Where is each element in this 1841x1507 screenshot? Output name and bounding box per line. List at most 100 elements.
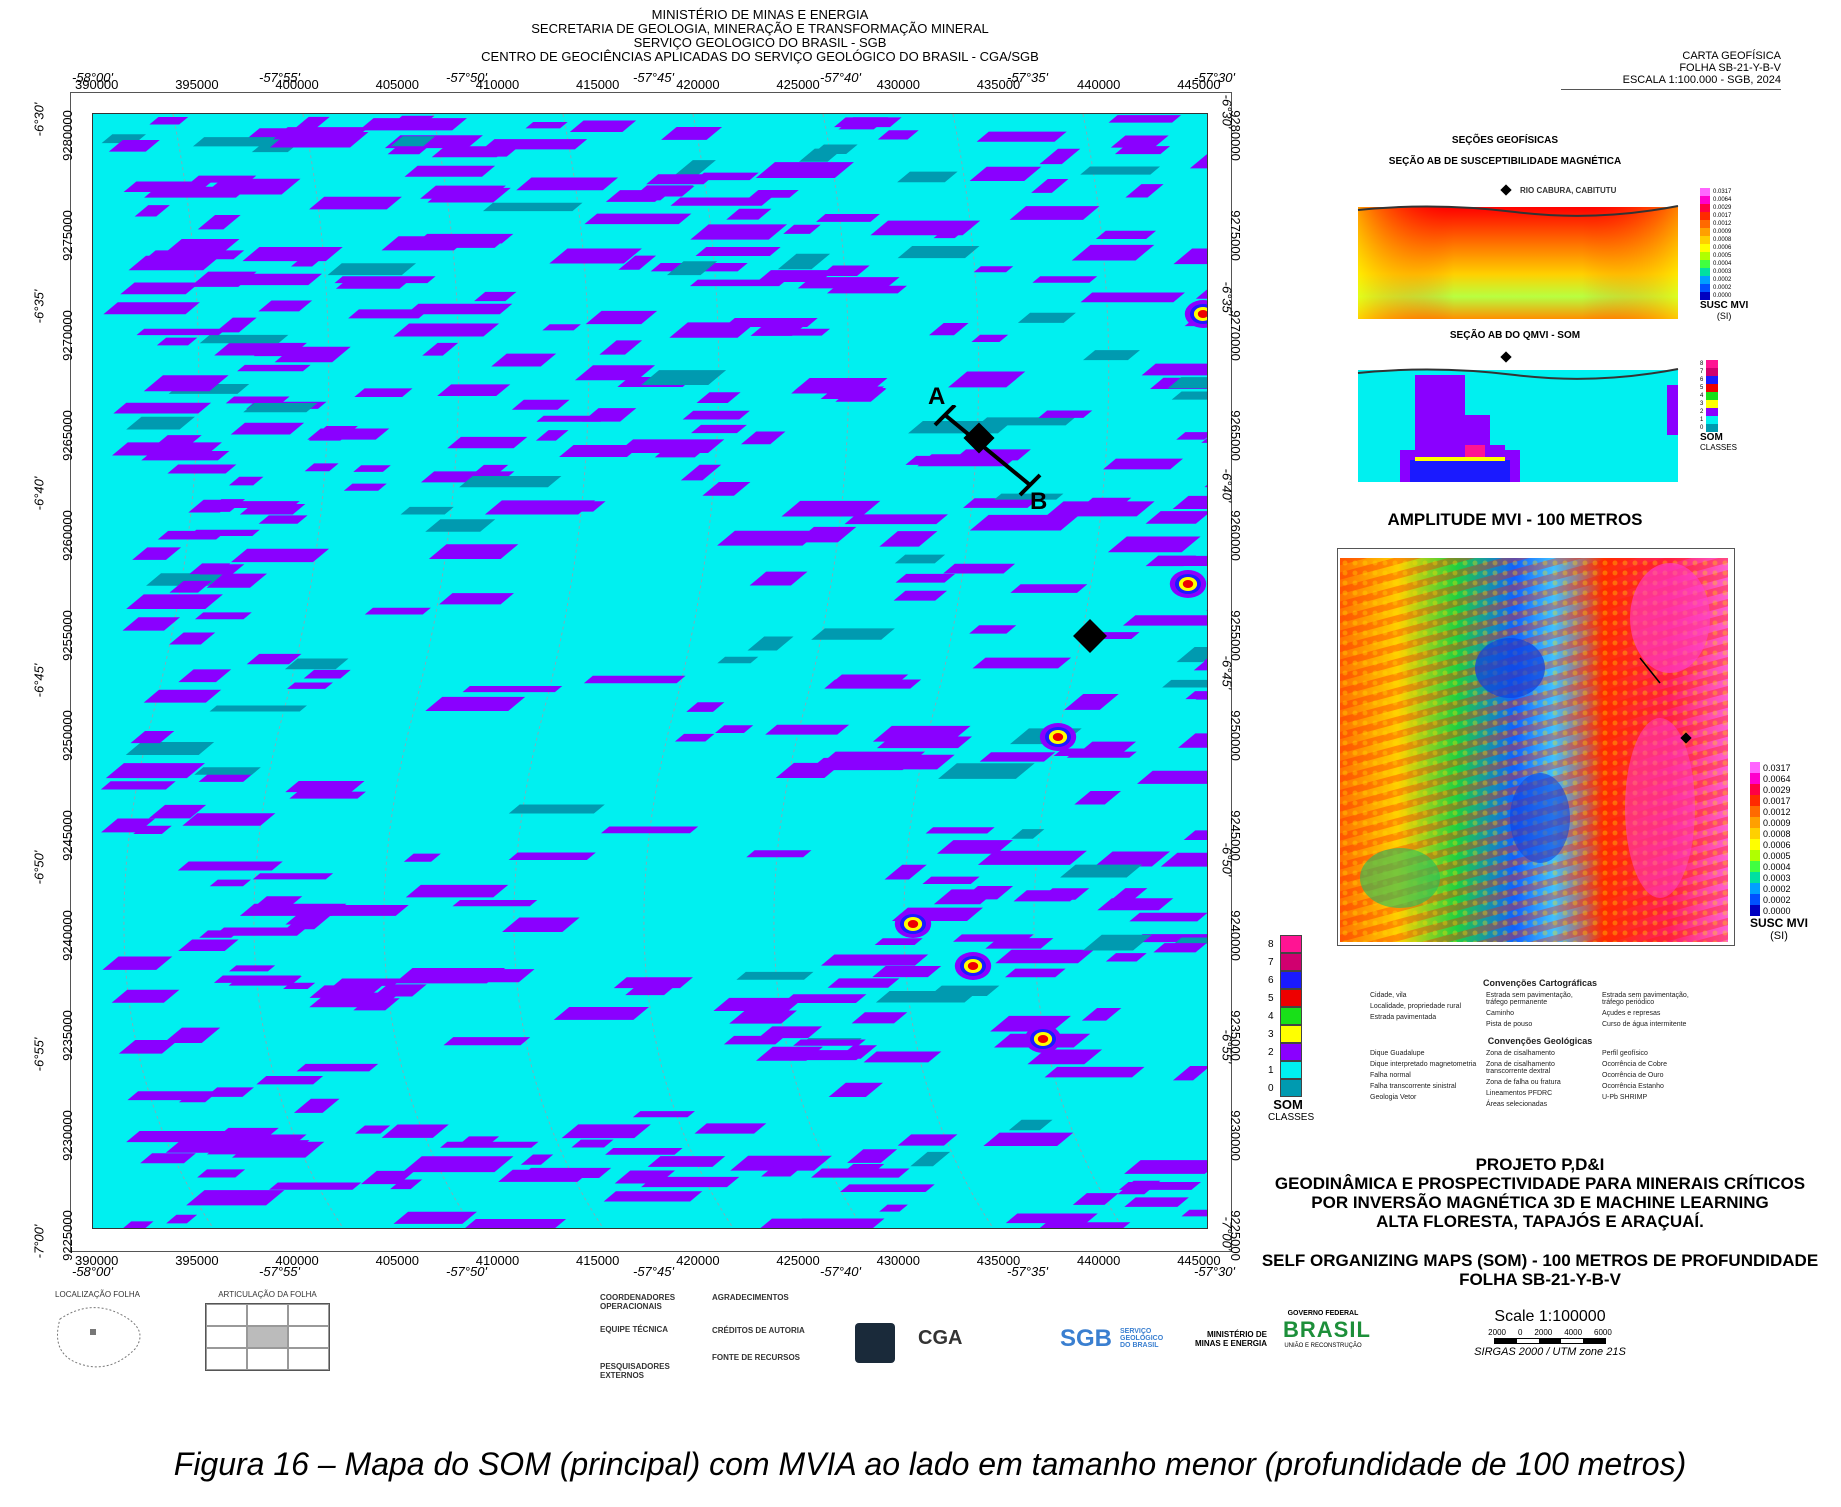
- som-class-patch: [793, 1039, 866, 1046]
- som-class-patch: [749, 571, 808, 586]
- som-class-patch: [272, 127, 369, 140]
- som-class-patch: [1183, 830, 1207, 841]
- x-tick-label: 440000: [1077, 77, 1121, 92]
- project-line: PROJETO P,D&I: [1475, 1155, 1605, 1174]
- som-small-legend-row: 4: [1700, 392, 1737, 400]
- sgb-logo-subtitle: SERVIÇO GEOLÓGICO DO BRASIL: [1120, 1328, 1164, 1349]
- som-class-patch: [646, 174, 716, 185]
- crs-text: SIRGAS 2000 / UTM zone 21S: [1474, 1346, 1626, 1358]
- color-scale-label: 0.0012: [1713, 221, 1732, 227]
- som-class-patch: [574, 365, 656, 381]
- som-class-patch: [122, 617, 181, 631]
- som-class-patch: [102, 956, 173, 970]
- som-class-patch: [182, 813, 276, 826]
- convention-item: Pista de pouso: [1486, 1021, 1533, 1028]
- som-class-patch: [781, 500, 881, 517]
- som-class-patch: [1204, 484, 1207, 488]
- amplitude-map[interactable]: [1340, 558, 1728, 942]
- som-class-patch: [335, 277, 414, 289]
- lat-tick-label: -6°55': [1219, 1029, 1235, 1064]
- figure-caption: Figura 16 – Mapa do SOM (principal) com …: [173, 1446, 1687, 1482]
- y-tick-label: 9275000: [1227, 210, 1243, 261]
- profile-line: [933, 405, 1042, 497]
- som-class-patch: [228, 976, 302, 986]
- x-tick-label: 395000: [175, 77, 219, 92]
- som-class-patch: [740, 431, 786, 445]
- som-class-patch: [456, 1136, 500, 1147]
- x-tick-label: 425000: [776, 77, 820, 92]
- som-class-patch: [229, 965, 276, 972]
- lon-tick-label: -58°00': [72, 1264, 113, 1279]
- som-small-legend-swatch: [1706, 384, 1719, 392]
- som-legend-title: SOM: [1273, 1097, 1303, 1112]
- som-class-patch: [234, 273, 323, 286]
- som-class-patch: [605, 1148, 683, 1155]
- som-class-patch: [1083, 350, 1140, 361]
- som-class-patch: [1105, 953, 1147, 962]
- som-map[interactable]: [92, 113, 1208, 1229]
- som-class-patch: [443, 1037, 531, 1046]
- som-class-patch: [910, 1151, 951, 1167]
- color-scale-label: 0.0004: [1763, 861, 1791, 872]
- color-scale-swatch: [1750, 795, 1760, 806]
- som-class-patch: [797, 277, 900, 289]
- som-class-patch: [1122, 615, 1207, 626]
- color-scale-label: 0.0008: [1763, 828, 1791, 839]
- convention-item: Localidade, propriedade rural: [1370, 1003, 1462, 1010]
- color-scale-row: 0.0002: [1750, 883, 1808, 894]
- som-class-patch: [1172, 495, 1207, 510]
- convention-item: Lineamentos PFDRC: [1486, 1089, 1553, 1097]
- som-class-patch: [1178, 733, 1207, 748]
- som-class-patch: [126, 594, 223, 609]
- som-class-patch: [536, 415, 608, 422]
- lon-tick-label: -57°50': [446, 70, 487, 85]
- mag-scale-label: SUSC MVI: [1700, 300, 1749, 311]
- convention-item: Falha transcorrente sinistral: [1370, 1082, 1457, 1090]
- header-line: SECRETARIA DE GEOLOGIA, MINERAÇÃO E TRAN…: [531, 21, 989, 36]
- som-class-patch: [834, 117, 902, 128]
- som-class-patch: [105, 763, 205, 779]
- som-class-patch: [146, 573, 233, 586]
- sections-title: SEÇÕES GEOFÍSICAS: [1451, 135, 1559, 146]
- som-class-patch: [599, 340, 643, 355]
- som-class-patch: [872, 725, 971, 742]
- color-scale-row: 0.0008: [1700, 236, 1748, 244]
- x-tick-label: 445000: [1177, 1253, 1221, 1268]
- color-scale-label: 0.0006: [1763, 839, 1791, 850]
- som-class-patch: [1174, 937, 1207, 944]
- som-class-patch: [422, 342, 459, 356]
- color-scale-label: 0.0009: [1763, 817, 1791, 828]
- som-class-patch: [755, 162, 854, 179]
- color-scale-swatch: [1700, 284, 1710, 292]
- som-class-patch: [402, 1156, 514, 1173]
- som-class-patch: [1080, 292, 1185, 303]
- articulation-grid: [205, 1303, 330, 1371]
- color-scale-label: 0.0009: [1713, 229, 1732, 235]
- y-tick-label: 9270000: [59, 310, 75, 361]
- som-class-patch: [897, 171, 958, 183]
- y-tick-label: 9260000: [59, 510, 75, 561]
- som-class-patch: [144, 250, 245, 260]
- color-scale-swatch: [1750, 905, 1760, 916]
- som-class-patch: [1039, 148, 1081, 165]
- color-scale-row: 0.0005: [1750, 850, 1808, 861]
- som-class-patch: [747, 636, 794, 651]
- som-class-patch: [1153, 943, 1207, 953]
- x-tick-label: 435000: [976, 1253, 1021, 1268]
- lon-tick-label: -57°35': [1007, 1264, 1048, 1279]
- som-class-patch: [736, 971, 814, 980]
- som-class-patch: [188, 529, 260, 536]
- som-class-patch: [1141, 363, 1207, 376]
- lon-tick-label: -57°30': [1194, 1264, 1235, 1279]
- som-class-patch: [1045, 501, 1155, 517]
- color-scale-label: 0.0000: [1763, 905, 1791, 916]
- som-class-patch: [381, 1124, 449, 1138]
- som-class-patch: [474, 291, 517, 302]
- som-class-patch: [695, 247, 781, 257]
- x-tick-label: 390000: [75, 1253, 119, 1268]
- lon-tick-label: -57°45': [633, 1264, 674, 1279]
- som-class-patch: [287, 682, 333, 689]
- som-class-patch: [529, 502, 586, 513]
- som-class-patch: [625, 986, 675, 996]
- som-class-patch: [239, 504, 306, 515]
